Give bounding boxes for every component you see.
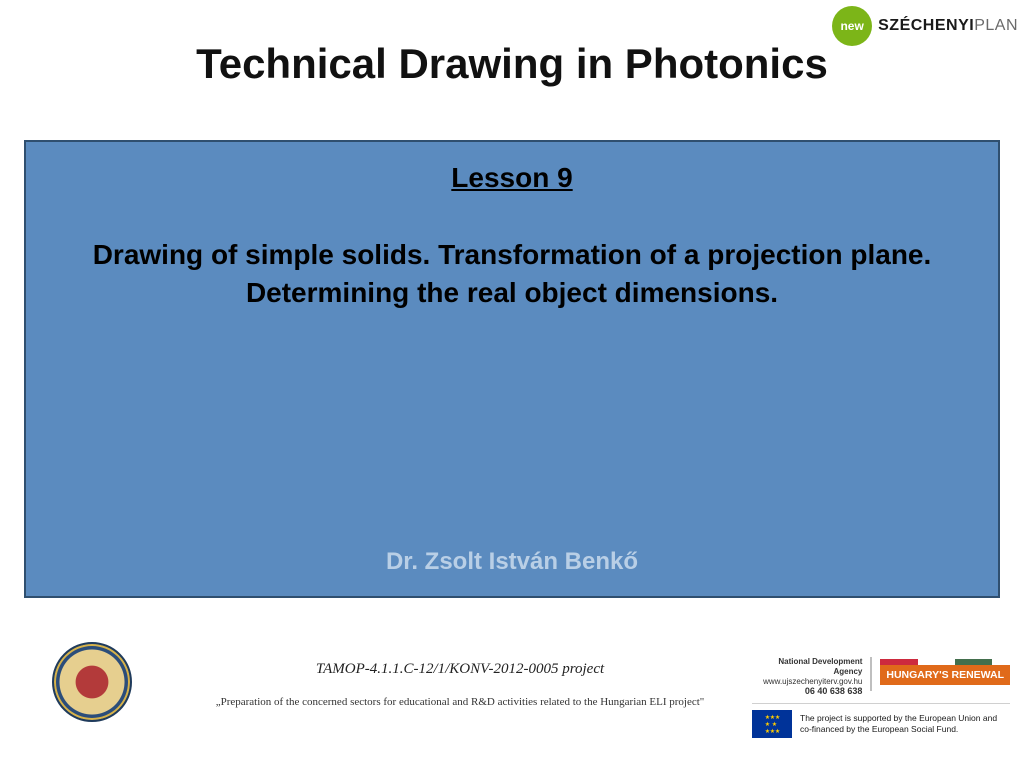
page-title: Technical Drawing in Photonics xyxy=(0,40,1024,88)
lesson-subtitle: Drawing of simple solids. Transformation… xyxy=(66,236,958,312)
nda-url: www.ujszechenyiterv.gov.hu xyxy=(752,677,862,687)
content-box: Lesson 9 Drawing of simple solids. Trans… xyxy=(24,140,1000,598)
sponsor-top-row: National Development Agency www.ujszeche… xyxy=(752,657,1010,697)
renewal-label: HUNGARY'S RENEWAL xyxy=(880,665,1010,685)
sponsor-bottom-row: ★ ★ ★★ ★★ ★ ★ The project is supported b… xyxy=(752,703,1010,738)
flag-stripe-green xyxy=(955,659,992,665)
nda-info: National Development Agency www.ujszeche… xyxy=(752,657,862,697)
hungary-flag-icon xyxy=(880,659,992,665)
university-crest-icon xyxy=(52,642,132,722)
flag-stripe-white xyxy=(918,659,955,665)
footer: TAMOP-4.1.1.C-12/1/KONV-2012-0005 projec… xyxy=(0,608,1024,768)
project-code: TAMOP-4.1.1.C-12/1/KONV-2012-0005 projec… xyxy=(200,661,720,678)
eu-stars-icon: ★ ★ ★★ ★★ ★ ★ xyxy=(752,710,792,738)
szechenyi-light: PLAN xyxy=(974,17,1018,34)
eu-flag-icon: ★ ★ ★★ ★★ ★ ★ xyxy=(752,710,792,738)
szechenyi-text: SZÉCHENYIPLAN xyxy=(878,17,1018,35)
lesson-heading: Lesson 9 xyxy=(66,162,958,194)
project-description: „Preparation of the concerned sectors fo… xyxy=(180,696,740,708)
flag-stripe-red xyxy=(880,659,917,665)
renewal-badge: HUNGARY'S RENEWAL xyxy=(880,657,1010,685)
divider xyxy=(870,657,872,691)
sponsor-block: National Development Agency www.ujszeche… xyxy=(752,657,1010,738)
eu-funding-text: The project is supported by the European… xyxy=(800,713,1010,734)
nda-phone: 06 40 638 638 xyxy=(752,686,862,697)
nda-name: National Development Agency xyxy=(752,657,862,676)
slide: new SZÉCHENYIPLAN Technical Drawing in P… xyxy=(0,0,1024,768)
author-name: Dr. Zsolt István Benkő xyxy=(26,548,998,576)
szechenyi-bold: SZÉCHENYI xyxy=(878,17,974,34)
